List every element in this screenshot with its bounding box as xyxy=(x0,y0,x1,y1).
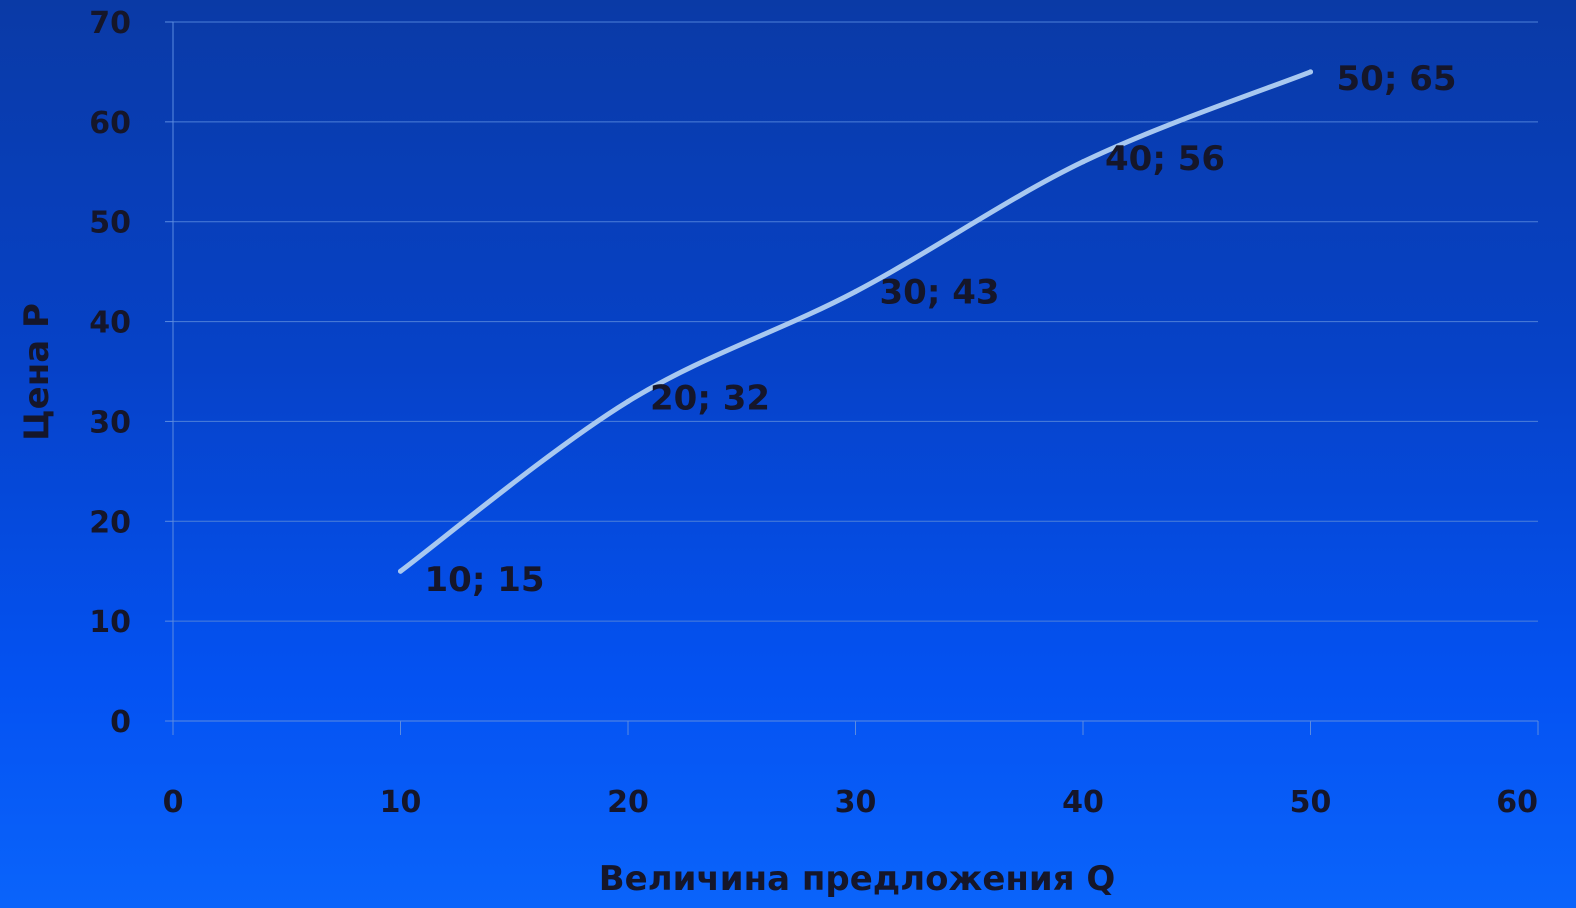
x-tick-label: 30 xyxy=(835,785,877,820)
y-tick-label: 70 xyxy=(89,6,131,41)
y-axis-title: Цена P xyxy=(17,303,57,441)
grid-lines xyxy=(173,21,1538,622)
data-point xyxy=(1308,69,1313,75)
data-point xyxy=(853,289,858,295)
y-tick-label: 0 xyxy=(110,705,131,740)
series xyxy=(398,69,1313,574)
axes xyxy=(165,21,1539,735)
x-tick-label: 60 xyxy=(1496,785,1538,820)
y-tick-label: 60 xyxy=(89,106,131,141)
y-tick-label: 20 xyxy=(89,505,131,540)
x-tick-label: 20 xyxy=(607,785,649,820)
x-tick-label: 50 xyxy=(1290,785,1332,820)
x-tick-label: 0 xyxy=(163,785,184,820)
x-tick-label: 40 xyxy=(1062,785,1104,820)
data-label: 40; 56 xyxy=(1105,139,1225,179)
data-point xyxy=(398,568,403,574)
y-tick-label: 40 xyxy=(89,306,131,341)
data-point xyxy=(1080,159,1086,165)
x-tick-label: 10 xyxy=(380,785,422,820)
y-tick-label: 30 xyxy=(89,405,131,440)
y-tick-label: 50 xyxy=(89,206,131,241)
data-label: 50; 65 xyxy=(1337,59,1457,99)
data-point xyxy=(625,398,631,404)
x-axis-title: Величина предложения Q xyxy=(599,859,1116,899)
y-tick-label: 10 xyxy=(89,605,131,640)
data-labels: 10; 15 20; 32 30; 43 40; 56 50; 65 xyxy=(425,59,1457,600)
data-label: 20; 32 xyxy=(650,378,770,418)
y-tick-labels: 0 10 20 30 40 50 60 70 xyxy=(89,6,131,740)
x-tick-labels: 0 10 20 30 40 50 60 xyxy=(163,785,1538,820)
data-label: 10; 15 xyxy=(425,560,545,600)
data-label: 30; 43 xyxy=(880,273,1000,313)
